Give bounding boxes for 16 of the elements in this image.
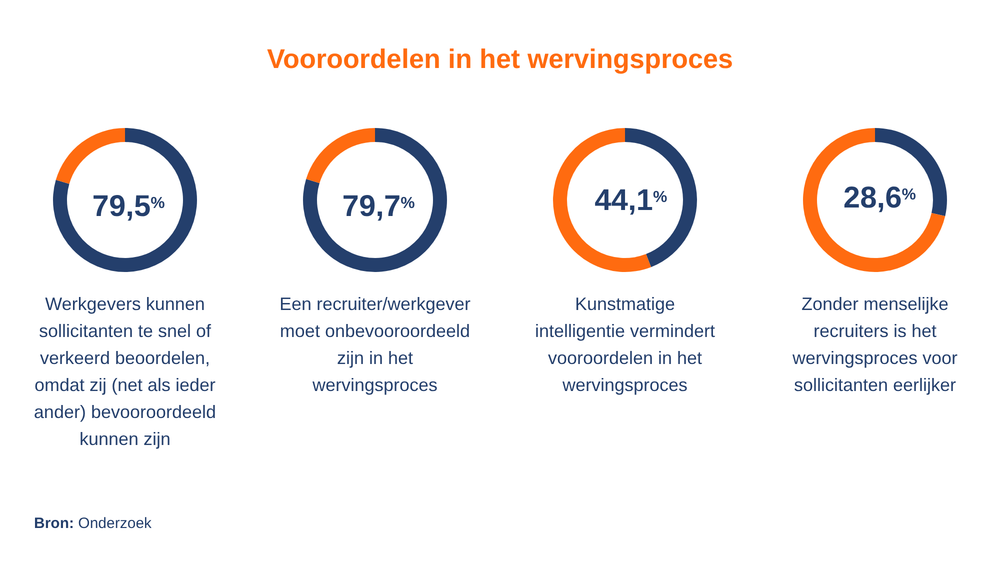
donut-slice <box>553 128 652 272</box>
text: Vooroordelen in het wervingsproces <box>266 44 734 74</box>
text: Een recruiter/werkgever moet onbevooroordeeld zijn in het wervingsproces <box>279 294 471 395</box>
donut-slice <box>803 128 946 272</box>
data-label: 28,6$^{%}$ <box>843 181 916 214</box>
data-label: 79,5$^{%}$ <box>92 190 165 223</box>
text: Zonder menselijke recruiters is het wervingsproces voor sollicitanten eerlijker <box>791 294 958 395</box>
data-label: 79,7$^{%}$ <box>342 190 415 223</box>
donut-slice <box>56 128 125 184</box>
donut-slice <box>53 128 197 272</box>
donut-slice <box>303 128 447 272</box>
text: Kunstmatige intelligentie vermindert vooroordelen in het wervingsproces <box>534 294 716 395</box>
donut-slice <box>306 128 375 184</box>
text: Bron: Onderzoek <box>34 515 152 532</box>
text: Werkgevers kunnen sollicitanten te snel of verkeerd beoordelen, omdat zij (net als ieder ander) bevooroordeeld kunnen zijn <box>34 294 216 449</box>
data-label: 44,1$^{%}$ <box>594 184 668 217</box>
